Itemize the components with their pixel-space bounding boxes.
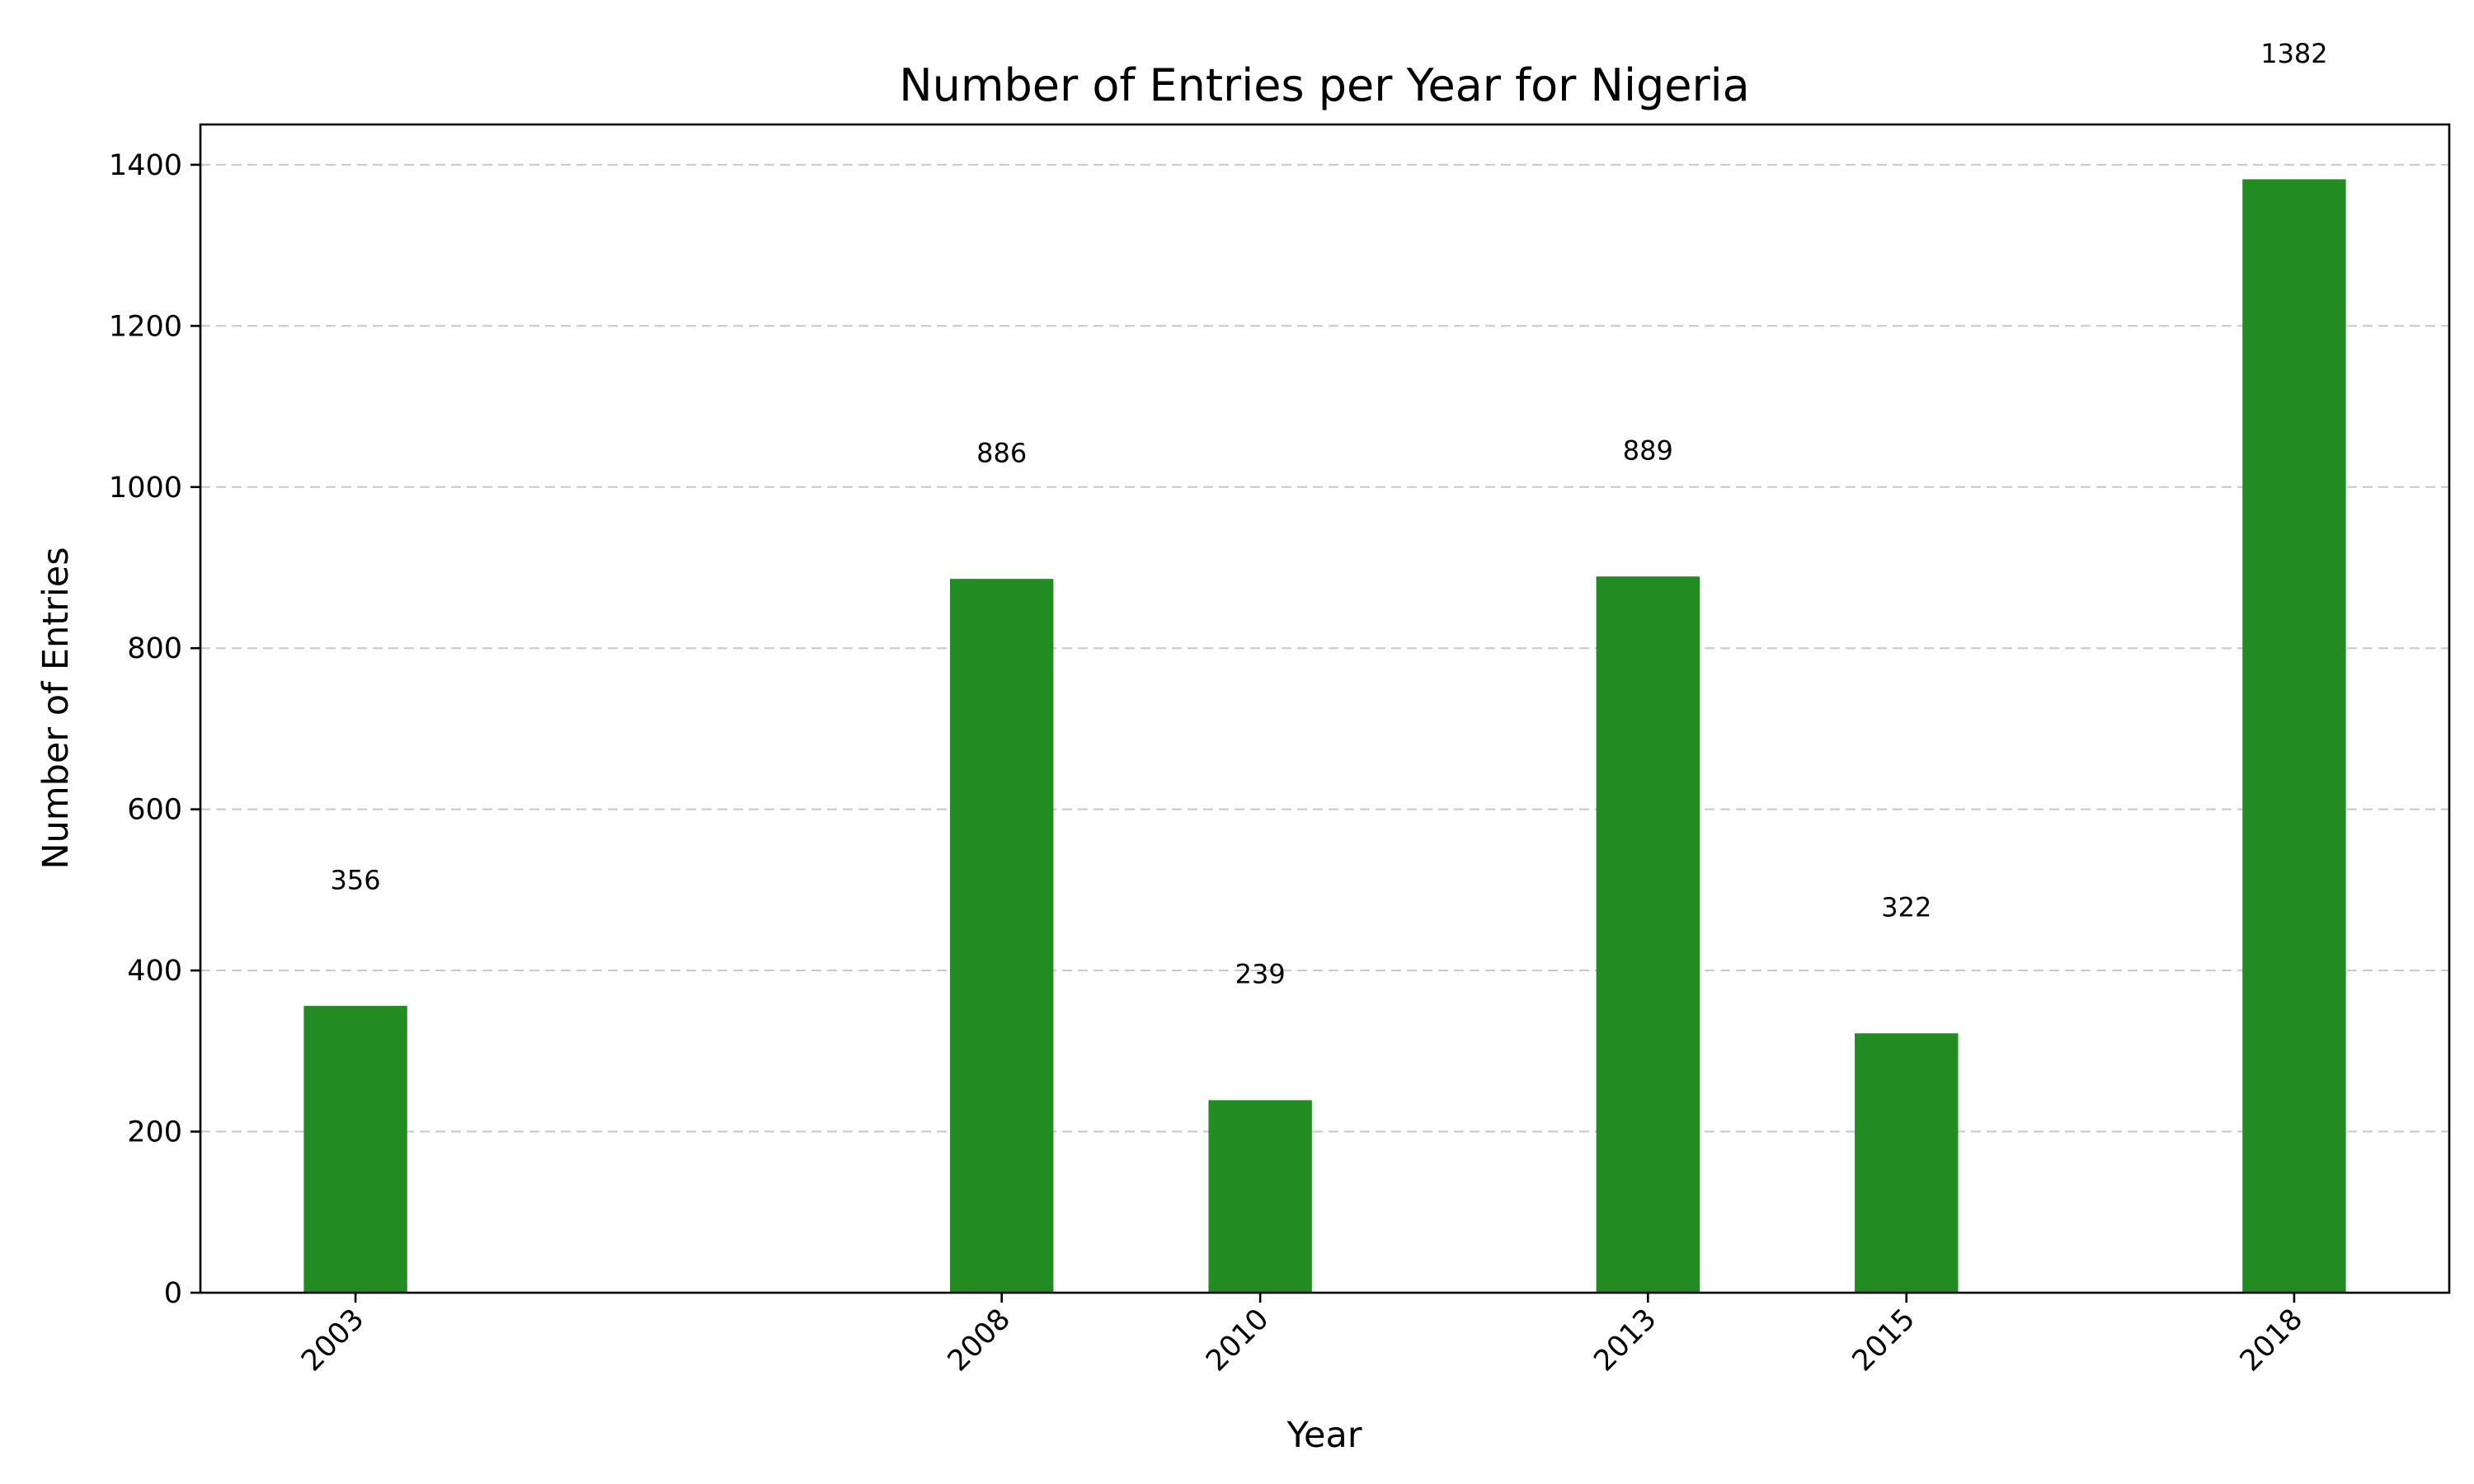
bar-2013 [1596, 576, 1700, 1293]
data-label-2008: 886 [976, 437, 1027, 468]
data-label-2018: 1382 [2260, 38, 2327, 69]
data-labels: 356 886 239 889 322 1382 [331, 38, 2328, 990]
bar-2008 [950, 579, 1054, 1293]
y-tick-label: 800 [127, 632, 182, 665]
data-label-2003: 356 [331, 864, 381, 895]
chart-title: Number of Entries per Year for Nigeria [899, 59, 1750, 111]
bar-2015 [1855, 1033, 1959, 1293]
plot-frame [199, 123, 2451, 1294]
data-label-2015: 322 [1881, 892, 1931, 923]
grid-lines [200, 163, 2449, 1133]
data-label-2013: 889 [1623, 435, 1673, 467]
x-axis-label: Year [1286, 1415, 1362, 1456]
y-tick-label: 1400 [109, 149, 182, 182]
bar-2010 [1208, 1100, 1312, 1293]
bar-2003 [303, 1006, 407, 1293]
y-tick-label: 0 [164, 1277, 182, 1310]
y-tick-label: 200 [127, 1116, 182, 1149]
y-axis-label: Number of Entries [35, 547, 77, 869]
y-tick-label: 1000 [109, 472, 182, 505]
y-tick-label: 600 [127, 794, 182, 827]
y-tick-label: 1200 [109, 310, 182, 343]
bars [303, 179, 2346, 1294]
data-label-2010: 239 [1235, 959, 1286, 990]
y-tick-label: 400 [127, 955, 182, 988]
bar-2018 [2242, 179, 2346, 1294]
